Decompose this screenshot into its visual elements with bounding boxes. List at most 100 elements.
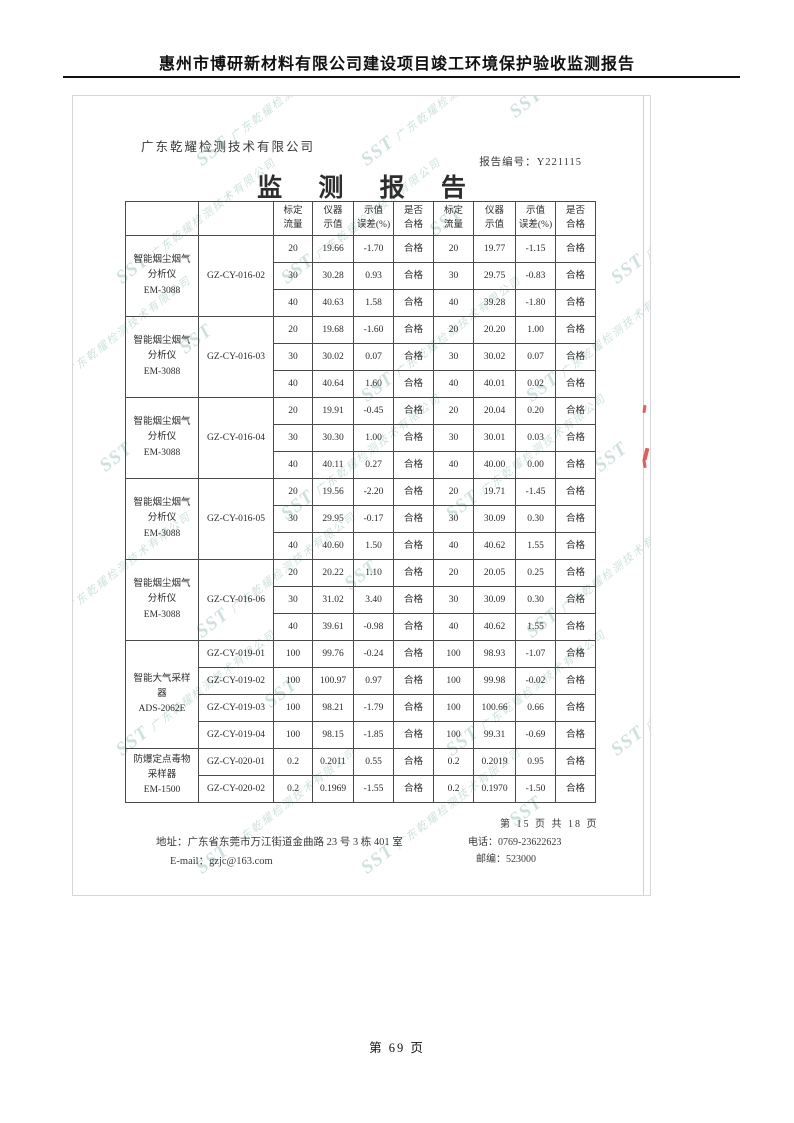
value-cell: -1.79: [353, 694, 394, 722]
postal-line: 邮编：523000: [476, 854, 536, 865]
value-cell: 30: [273, 262, 313, 290]
company-watermark: SST广东乾耀检测技术有限公司: [607, 623, 650, 761]
value-cell: 100: [273, 721, 313, 749]
value-cell: -1.60: [353, 316, 394, 344]
value-cell: 合格: [555, 586, 596, 614]
value-cell: -1.85: [353, 721, 394, 749]
instrument-name-cell: 智能烟尘烟气 分析仪 EM-3088: [125, 559, 199, 641]
instrument-name-cell: 防爆定点毒物 采样器 EM-1500: [125, 748, 199, 803]
value-cell: 30.02: [312, 343, 354, 371]
value-cell: 合格: [555, 532, 596, 560]
report-title: 监 测 报 告: [257, 175, 481, 202]
value-cell: 40: [273, 370, 313, 398]
value-cell: 合格: [393, 748, 434, 776]
value-cell: 合格: [393, 775, 434, 803]
column-header: 仪器 示值: [312, 201, 354, 236]
table-row: 30 29.95 -0.17 合格 30 30.09 0.30 合格: [126, 505, 596, 533]
value-cell: 100.97: [312, 667, 354, 695]
value-cell: -1.80: [515, 289, 556, 317]
value-cell: 30: [273, 586, 313, 614]
value-cell: 合格: [555, 721, 596, 749]
value-cell: 0.25: [515, 559, 556, 587]
value-cell: 40.01: [473, 370, 516, 398]
device-id-cell: GZ-CY-016-05: [198, 478, 274, 560]
value-cell: 19.68: [312, 316, 354, 344]
value-cell: 0.2011: [312, 748, 354, 776]
table-row: 智能烟尘烟气 分析仪 EM-3088 GZ-CY-016-05 20 19.56 -2.…: [125, 478, 596, 560]
value-cell: 合格: [555, 289, 596, 317]
device-id-cell: GZ-CY-020-01: [198, 748, 274, 776]
value-cell: 40: [273, 451, 313, 479]
column-header: 仪器 示值: [473, 201, 516, 236]
value-cell: 1.60: [353, 370, 394, 398]
value-cell: 合格: [393, 289, 434, 317]
value-cell: 合格: [555, 370, 596, 398]
value-cell: 40: [273, 532, 313, 560]
report-number: 报告编号：Y221115: [479, 154, 582, 169]
value-cell: 0.1970: [473, 775, 516, 803]
header-divider: [63, 76, 740, 78]
table-row: 30 30.28 0.93 合格 30 29.75 -0.83 合格: [126, 262, 596, 290]
device-id-cell: GZ-CY-019-04: [198, 721, 274, 749]
value-cell: 100.66: [473, 694, 516, 722]
value-cell: 1.10: [353, 559, 394, 587]
column-header: 示值 误差(%): [353, 201, 394, 236]
device-id-cell: GZ-CY-016-04: [198, 397, 274, 479]
value-cell: 99.31: [473, 721, 516, 749]
value-cell: 99.76: [312, 640, 354, 668]
value-cell: -2.20: [353, 478, 394, 506]
value-cell: 合格: [555, 316, 596, 344]
value-cell: 100: [433, 694, 474, 722]
value-cell: 合格: [393, 586, 434, 614]
value-cell: 30: [433, 343, 474, 371]
value-cell: 98.93: [473, 640, 516, 668]
table-header-row: 标定 流量 仪器 示值 示值 误差(%) 是否 合格 标定 流量 仪器 示值 示值 误差(%…: [125, 201, 596, 236]
value-cell: 19.91: [312, 397, 354, 425]
table-row: 智能烟尘烟气 分析仪 EM-3088 GZ-CY-016-04 20 19.91 -0.…: [125, 397, 596, 479]
value-cell: 30: [433, 424, 474, 452]
column-header: [125, 201, 199, 236]
value-cell: 合格: [555, 505, 596, 533]
column-header: 示值 误差(%): [515, 201, 556, 236]
address-line: 地址：广东省东莞市万江街道金曲路 23 号 3 栋 401 室: [156, 837, 403, 848]
value-cell: 合格: [393, 694, 434, 722]
value-cell: 0.55: [353, 748, 394, 776]
value-cell: 0.03: [515, 424, 556, 452]
value-cell: 40.11: [312, 451, 354, 479]
table-row: 智能烟尘烟气 分析仪 EM-3088 GZ-CY-016-03 20 19.68 -1.…: [125, 316, 596, 398]
value-cell: 30: [273, 505, 313, 533]
value-cell: 合格: [393, 505, 434, 533]
table-row: 30 30.02 0.07 合格 30 30.02 0.07 合格: [126, 343, 596, 371]
value-cell: 0.02: [515, 370, 556, 398]
value-cell: 100: [273, 667, 313, 695]
value-cell: 19.77: [473, 235, 516, 263]
column-header: 是否 合格: [393, 201, 434, 236]
value-cell: -1.55: [353, 775, 394, 803]
value-cell: 30.09: [473, 586, 516, 614]
table-row: 防爆定点毒物 采样器 EM-1500 GZ-CY-020-01 0.2 0.2011 0…: [125, 748, 596, 803]
value-cell: 合格: [393, 640, 434, 668]
value-cell: 0.95: [515, 748, 556, 776]
value-cell: 合格: [555, 694, 596, 722]
table-row: 30 30.30 1.00 合格 30 30.01 0.03 合格: [126, 424, 596, 452]
value-cell: 合格: [555, 424, 596, 452]
value-cell: 19.66: [312, 235, 354, 263]
value-cell: 31.02: [312, 586, 354, 614]
document-page-number: 第 69 页: [369, 1041, 425, 1055]
value-cell: 0.07: [515, 343, 556, 371]
value-cell: 39.28: [473, 289, 516, 317]
value-cell: 29.95: [312, 505, 354, 533]
value-cell: 20: [273, 316, 313, 344]
value-cell: 合格: [555, 262, 596, 290]
value-cell: 30: [433, 586, 474, 614]
value-cell: 40: [433, 370, 474, 398]
value-cell: 20.04: [473, 397, 516, 425]
value-cell: -0.83: [515, 262, 556, 290]
value-cell: 0.2: [273, 748, 313, 776]
value-cell: 合格: [393, 370, 434, 398]
scan-edge-line: [643, 96, 644, 895]
value-cell: 0.07: [353, 343, 394, 371]
value-cell: 20.05: [473, 559, 516, 587]
lab-company-name: 广东乾耀检测技术有限公司: [141, 140, 316, 154]
value-cell: 合格: [555, 451, 596, 479]
